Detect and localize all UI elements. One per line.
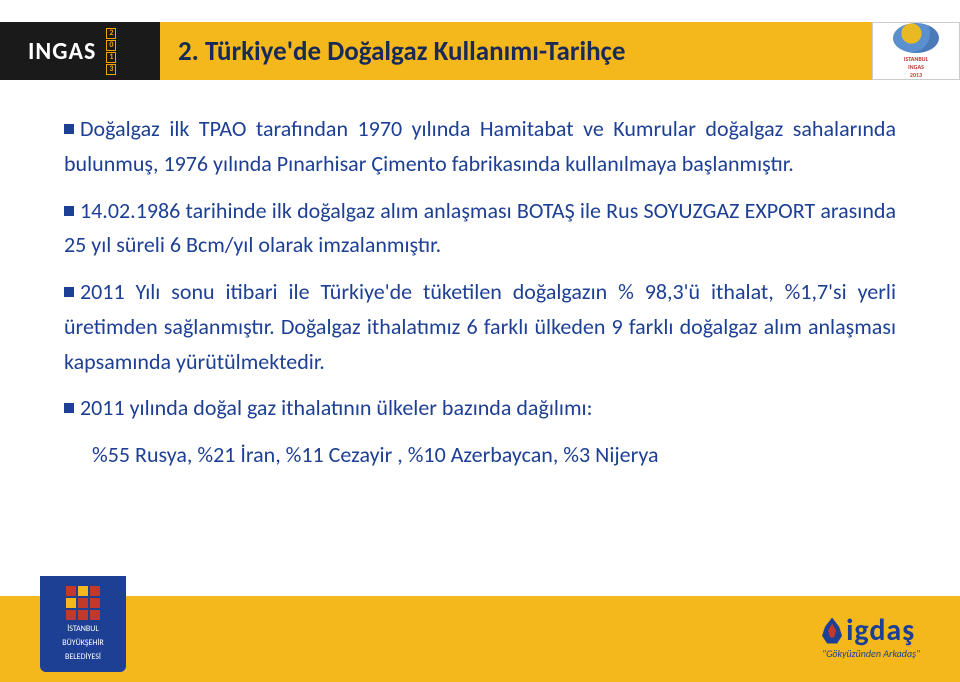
bullet-text: 2011 yılında doğal gaz ithalatının ülkel…: [80, 394, 592, 421]
muni-line-3: BELEDİYESİ: [65, 652, 101, 662]
footer-bar: İSTANBUL BÜYÜKŞEHİR BELEDİYESİ igdaş "Gö…: [0, 596, 960, 682]
ingas-logo-block: INGAS 2 0 1 3: [0, 22, 160, 80]
istanbul-badge: ISTANBUL INGAS 2013: [872, 22, 960, 80]
title-bar: 2. Türkiye'de Doğalgaz Kullanımı-Tarihçe: [160, 22, 872, 80]
flame-icon: [822, 618, 842, 644]
bullet-text: Doğalgaz ilk TPAO tarafından 1970 yılınd…: [64, 115, 896, 177]
igdas-text: igdaş: [846, 612, 915, 649]
bullet-icon: [64, 287, 74, 297]
content-area: Doğalgaz ilk TPAO tarafından 1970 yılınd…: [64, 112, 896, 485]
badge-globe-icon: [893, 23, 939, 53]
slide-title: 2. Türkiye'de Doğalgaz Kullanımı-Tarihçe: [178, 35, 625, 68]
ingas-year: 2 0 1 3: [106, 28, 116, 75]
bullet-icon: [64, 403, 74, 413]
breakdown-line: %55 Rusya, %21 İran, %11 Cezayir , %10 A…: [64, 438, 896, 473]
bullet-para: 2011 Yılı sonu itibari ile Türkiye'de tü…: [64, 275, 896, 379]
header-banner: INGAS 2 0 1 3 2. Türkiye'de Doğalgaz Kul…: [0, 22, 960, 80]
igdas-logo-block: igdaş "Gökyüzünden Arkadaş": [822, 612, 920, 660]
badge-label-mid: INGAS: [908, 63, 924, 71]
bullet-para: 2011 yılında doğal gaz ithalatının ülkel…: [64, 391, 896, 426]
bullet-para: Doğalgaz ilk TPAO tarafından 1970 yılınd…: [64, 112, 896, 182]
bullet-icon: [64, 206, 74, 216]
muni-line-1: İSTANBUL: [67, 624, 99, 634]
badge-label-top: ISTANBUL: [904, 55, 928, 63]
ingas-logo-text: INGAS: [28, 37, 96, 66]
bullet-text: 2011 Yılı sonu itibari ile Türkiye'de tü…: [64, 278, 896, 375]
bullet-icon: [64, 124, 74, 134]
igdas-logo: igdaş: [822, 612, 920, 649]
muni-line-2: BÜYÜKŞEHİR: [62, 638, 104, 648]
bullet-para: 14.02.1986 tarihinde ilk doğalgaz alım a…: [64, 194, 896, 264]
igdas-tagline: "Gökyüzünden Arkadaş": [822, 647, 920, 660]
municipality-icon: [66, 586, 100, 620]
municipality-badge: İSTANBUL BÜYÜKŞEHİR BELEDİYESİ: [40, 576, 126, 672]
bullet-text: 14.02.1986 tarihinde ilk doğalgaz alım a…: [64, 197, 896, 259]
badge-label-year: 2013: [910, 71, 922, 79]
